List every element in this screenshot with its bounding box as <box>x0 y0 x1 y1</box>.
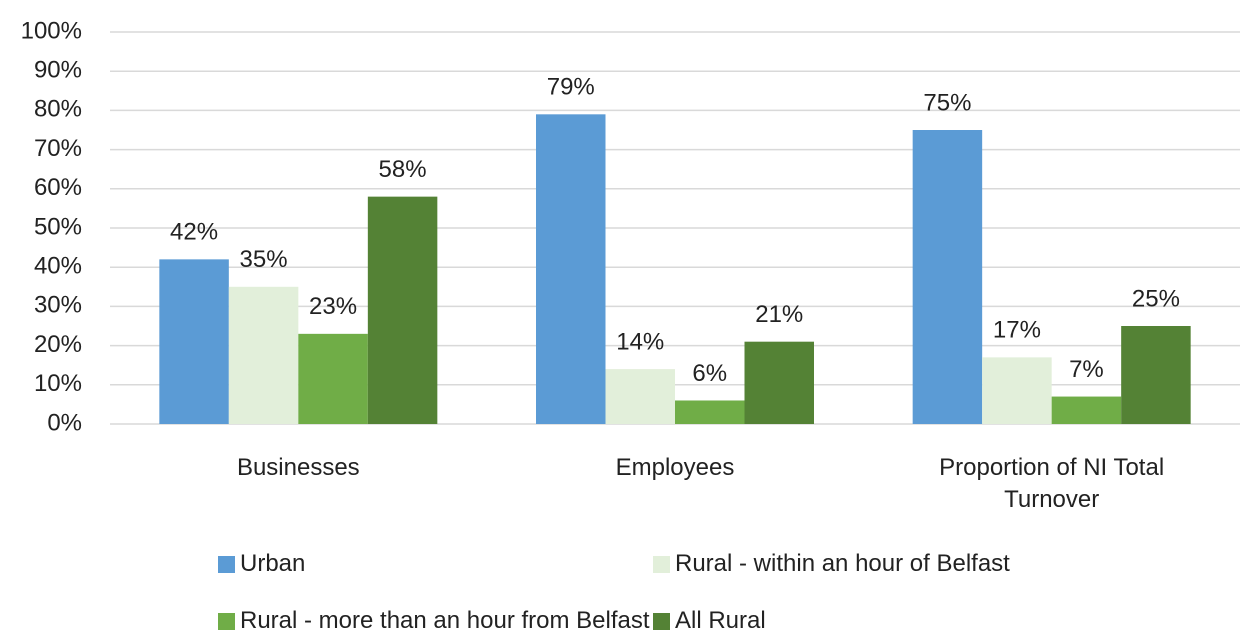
x-tick-label: Proportion of NI Total Turnover <box>939 454 1165 513</box>
y-tick-label: 0% <box>47 409 82 436</box>
bar <box>159 259 229 424</box>
y-tick-label: 100% <box>21 17 82 44</box>
data-label: 7% <box>1069 356 1104 383</box>
legend-label: Rural - within an hour of Belfast <box>675 550 1010 577</box>
legend-label: Urban <box>240 550 306 577</box>
data-label: 6% <box>692 360 727 387</box>
bar <box>1121 326 1191 424</box>
y-tick-label: 30% <box>34 292 82 319</box>
legend-label: Rural - more than an hour from Belfast <box>240 607 650 634</box>
data-label: 35% <box>240 246 288 273</box>
data-label: 42% <box>170 219 218 246</box>
y-tick-label: 70% <box>34 135 82 162</box>
y-tick-label: 40% <box>34 253 82 280</box>
y-tick-label: 10% <box>34 370 82 397</box>
data-label: 23% <box>309 293 357 320</box>
y-tick-label: 20% <box>34 331 82 358</box>
y-tick-label: 80% <box>34 96 82 123</box>
legend-swatch <box>218 555 235 573</box>
legend-item: Rural - more than an hour from Belfast <box>218 607 650 635</box>
x-tick-label: Businesses <box>236 454 360 481</box>
legend-swatch <box>218 612 235 630</box>
data-label: 21% <box>755 301 803 328</box>
data-label: 25% <box>1132 285 1180 312</box>
data-label: 75% <box>923 89 971 116</box>
bar <box>536 114 606 424</box>
bar <box>982 357 1052 424</box>
data-label: 17% <box>993 317 1041 344</box>
y-tick-label: 50% <box>34 213 82 240</box>
bar <box>298 333 368 424</box>
data-label: 58% <box>379 156 427 183</box>
bar <box>228 286 299 424</box>
bar <box>675 400 745 424</box>
bar <box>912 130 983 424</box>
legend-item: Rural - within an hour of Belfast <box>653 550 1010 578</box>
bar <box>1051 396 1122 424</box>
data-label: 79% <box>547 74 595 101</box>
x-tick-label: Employees <box>615 454 735 481</box>
bar <box>605 369 675 424</box>
legend-label: All Rural <box>675 607 766 634</box>
legend-swatch <box>653 612 670 630</box>
legend-item: All Rural <box>653 607 766 635</box>
bar <box>744 341 814 424</box>
y-tick-label: 90% <box>34 57 82 84</box>
legend-swatch <box>653 555 670 573</box>
y-tick-label: 60% <box>34 174 82 201</box>
data-label: 14% <box>616 328 664 355</box>
legend-item: Urban <box>218 550 305 578</box>
bar <box>367 196 438 424</box>
